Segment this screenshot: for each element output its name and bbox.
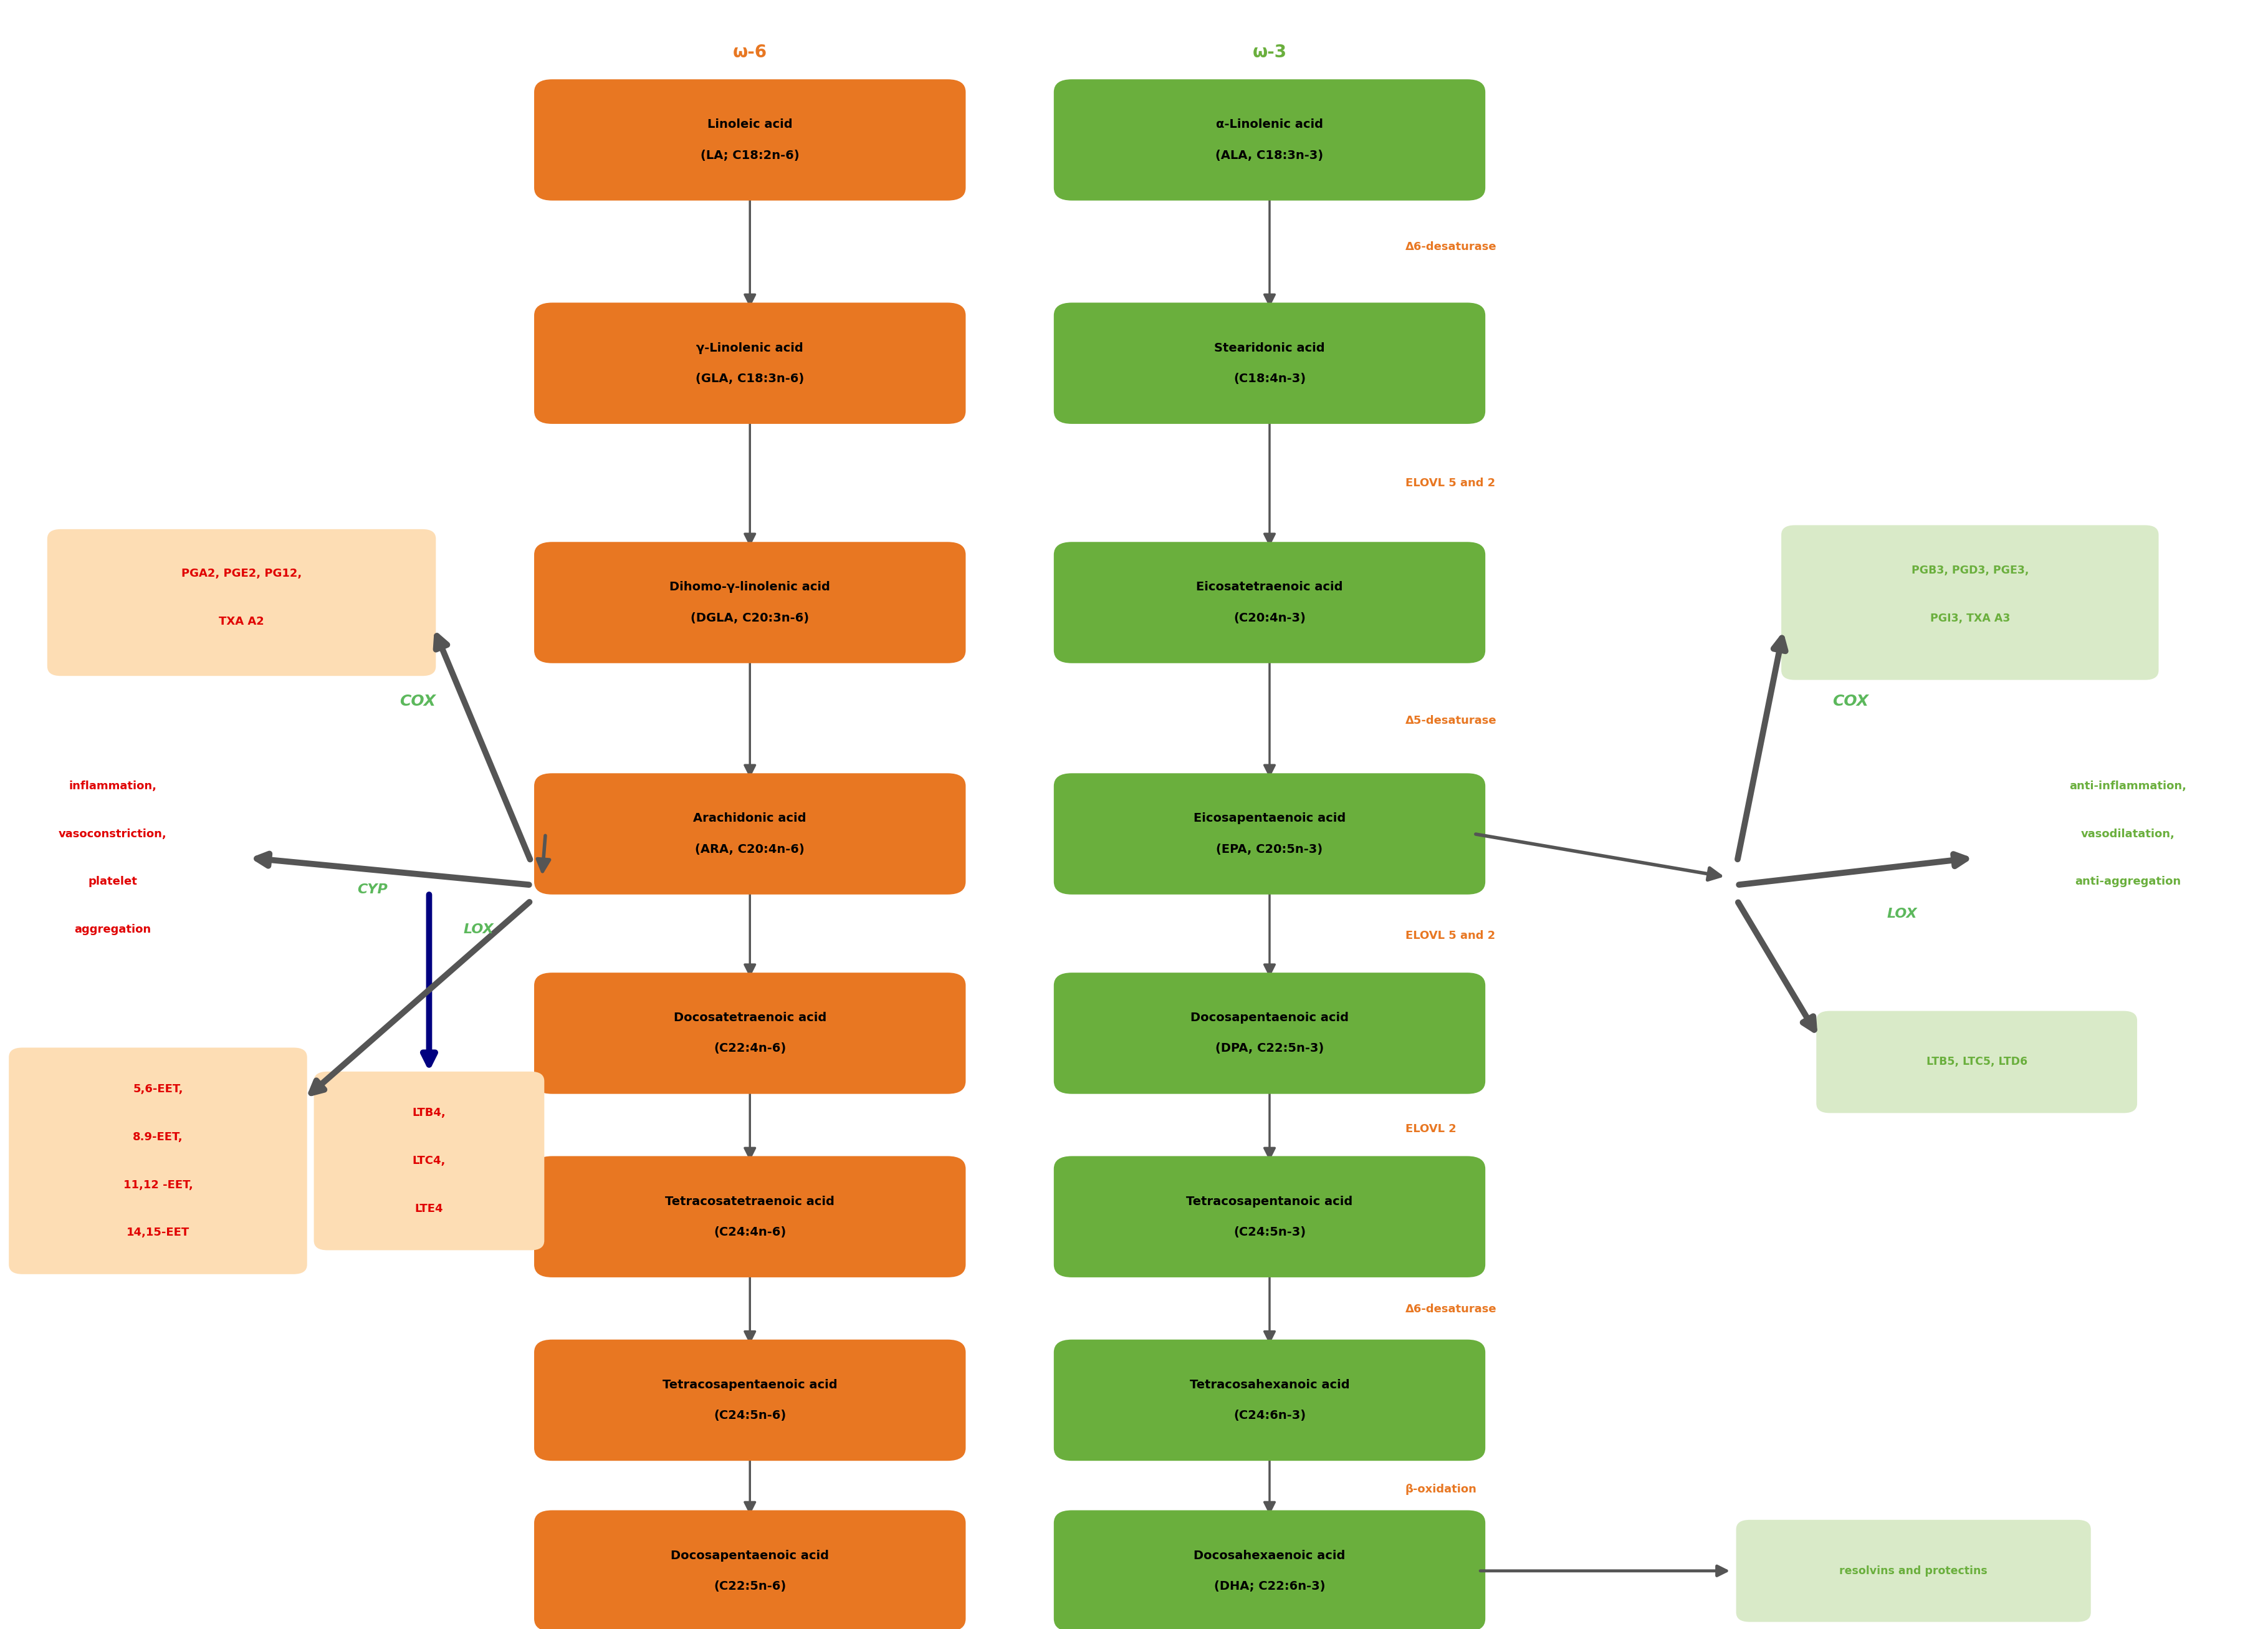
Text: Tetracosapentanoic acid: Tetracosapentanoic acid xyxy=(1186,1196,1352,1207)
Text: (ARA, C20:4n-6): (ARA, C20:4n-6) xyxy=(696,844,805,855)
Text: anti-aggregation: anti-aggregation xyxy=(2075,876,2182,888)
Text: (DGLA, C20:3n-6): (DGLA, C20:3n-6) xyxy=(692,613,810,624)
Text: Tetracosatetraenoic acid: Tetracosatetraenoic acid xyxy=(665,1196,835,1207)
FancyBboxPatch shape xyxy=(1055,303,1486,424)
FancyBboxPatch shape xyxy=(535,1339,966,1461)
FancyBboxPatch shape xyxy=(535,80,966,200)
FancyBboxPatch shape xyxy=(535,1157,966,1277)
Text: (DHA; C22:6n-3): (DHA; C22:6n-3) xyxy=(1213,1580,1325,1592)
Text: ELOVL 2: ELOVL 2 xyxy=(1406,1124,1456,1134)
Text: (GLA, C18:3n-6): (GLA, C18:3n-6) xyxy=(696,373,805,384)
Text: LTB4,: LTB4, xyxy=(413,1108,447,1119)
FancyBboxPatch shape xyxy=(1055,542,1486,663)
Text: Linoleic acid: Linoleic acid xyxy=(708,119,792,130)
Text: 14,15-EET: 14,15-EET xyxy=(127,1227,191,1238)
Text: (C22:5n-6): (C22:5n-6) xyxy=(714,1580,787,1592)
Text: Docosahexaenoic acid: Docosahexaenoic acid xyxy=(1193,1549,1345,1562)
FancyBboxPatch shape xyxy=(535,303,966,424)
Text: (ALA, C18:3n-3): (ALA, C18:3n-3) xyxy=(1216,150,1325,161)
Text: platelet: platelet xyxy=(88,876,138,888)
Text: Eicosatetraenoic acid: Eicosatetraenoic acid xyxy=(1195,582,1343,593)
Text: CYP: CYP xyxy=(358,883,388,896)
Text: (LA; C18:2n-6): (LA; C18:2n-6) xyxy=(701,150,798,161)
Text: (C24:6n-3): (C24:6n-3) xyxy=(1234,1409,1306,1422)
FancyBboxPatch shape xyxy=(1055,1157,1486,1277)
Text: Δ5-desaturase: Δ5-desaturase xyxy=(1406,715,1497,727)
Text: Dihomo-γ-linolenic acid: Dihomo-γ-linolenic acid xyxy=(669,582,830,593)
Text: inflammation,: inflammation, xyxy=(68,780,156,792)
FancyBboxPatch shape xyxy=(1055,774,1486,894)
Text: ω-3: ω-3 xyxy=(1252,44,1286,60)
FancyBboxPatch shape xyxy=(535,1510,966,1629)
Text: β-oxidation: β-oxidation xyxy=(1406,1484,1476,1495)
Text: (DPA, C22:5n-3): (DPA, C22:5n-3) xyxy=(1216,1043,1325,1054)
Text: ELOVL 5 and 2: ELOVL 5 and 2 xyxy=(1406,930,1495,942)
Text: ω-6: ω-6 xyxy=(733,44,767,60)
Text: 11,12 -EET,: 11,12 -EET, xyxy=(122,1179,193,1191)
Text: γ-Linolenic acid: γ-Linolenic acid xyxy=(696,342,803,353)
Text: resolvins and protectins: resolvins and protectins xyxy=(1839,1565,1987,1577)
FancyBboxPatch shape xyxy=(9,1047,306,1274)
FancyBboxPatch shape xyxy=(1780,525,2159,679)
FancyBboxPatch shape xyxy=(1055,973,1486,1095)
Text: LTE4: LTE4 xyxy=(415,1204,442,1214)
Text: PGB3, PGD3, PGE3,: PGB3, PGD3, PGE3, xyxy=(1912,565,2028,577)
FancyBboxPatch shape xyxy=(535,542,966,663)
Text: Docosapentaenoic acid: Docosapentaenoic acid xyxy=(671,1549,830,1562)
Text: PGA2, PGE2, PG12,: PGA2, PGE2, PG12, xyxy=(181,569,302,580)
Text: 8.9-EET,: 8.9-EET, xyxy=(134,1132,184,1142)
Text: Eicosapentaenoic acid: Eicosapentaenoic acid xyxy=(1193,813,1345,824)
Text: α-Linolenic acid: α-Linolenic acid xyxy=(1216,119,1322,130)
Text: vasodilatation,: vasodilatation, xyxy=(2082,828,2175,839)
FancyBboxPatch shape xyxy=(535,774,966,894)
Text: (EPA, C20:5n-3): (EPA, C20:5n-3) xyxy=(1216,844,1322,855)
Text: 5,6-EET,: 5,6-EET, xyxy=(134,1083,184,1095)
Text: (C24:5n-3): (C24:5n-3) xyxy=(1234,1227,1306,1238)
Text: Tetracosapentaenoic acid: Tetracosapentaenoic acid xyxy=(662,1378,837,1391)
FancyBboxPatch shape xyxy=(313,1072,544,1249)
Text: COX: COX xyxy=(399,694,435,709)
Text: aggregation: aggregation xyxy=(75,924,152,935)
Text: LTB5, LTC5, LTD6: LTB5, LTC5, LTD6 xyxy=(1926,1056,2028,1067)
Text: ELOVL 5 and 2: ELOVL 5 and 2 xyxy=(1406,477,1495,489)
Text: Docosatetraenoic acid: Docosatetraenoic acid xyxy=(674,1012,826,1025)
Text: (C20:4n-3): (C20:4n-3) xyxy=(1234,613,1306,624)
Text: (C22:4n-6): (C22:4n-6) xyxy=(714,1043,787,1054)
FancyBboxPatch shape xyxy=(1817,1012,2136,1113)
Text: LTC4,: LTC4, xyxy=(413,1155,447,1166)
Text: LOX: LOX xyxy=(463,924,494,935)
Text: Arachidonic acid: Arachidonic acid xyxy=(694,813,807,824)
Text: (C24:5n-6): (C24:5n-6) xyxy=(714,1409,787,1422)
Text: LOX: LOX xyxy=(1887,907,1916,920)
Text: COX: COX xyxy=(1833,694,1869,709)
Text: Δ6-desaturase: Δ6-desaturase xyxy=(1406,241,1497,252)
Text: Docosapentaenoic acid: Docosapentaenoic acid xyxy=(1191,1012,1349,1025)
Text: (C18:4n-3): (C18:4n-3) xyxy=(1234,373,1306,384)
FancyBboxPatch shape xyxy=(1735,1520,2091,1622)
Text: TXA A2: TXA A2 xyxy=(220,616,265,627)
FancyBboxPatch shape xyxy=(1055,1339,1486,1461)
FancyBboxPatch shape xyxy=(1055,1510,1486,1629)
FancyBboxPatch shape xyxy=(535,973,966,1095)
Text: vasoconstriction,: vasoconstriction, xyxy=(59,828,168,839)
Text: Tetracosahexanoic acid: Tetracosahexanoic acid xyxy=(1191,1378,1349,1391)
Text: (C24:4n-6): (C24:4n-6) xyxy=(714,1227,787,1238)
Text: PGI3, TXA A3: PGI3, TXA A3 xyxy=(1930,613,2009,624)
Text: Δ6-desaturase: Δ6-desaturase xyxy=(1406,1303,1497,1315)
Text: Stearidonic acid: Stearidonic acid xyxy=(1213,342,1325,353)
Text: anti-inflammation,: anti-inflammation, xyxy=(2068,780,2186,792)
FancyBboxPatch shape xyxy=(1055,80,1486,200)
FancyBboxPatch shape xyxy=(48,529,435,676)
